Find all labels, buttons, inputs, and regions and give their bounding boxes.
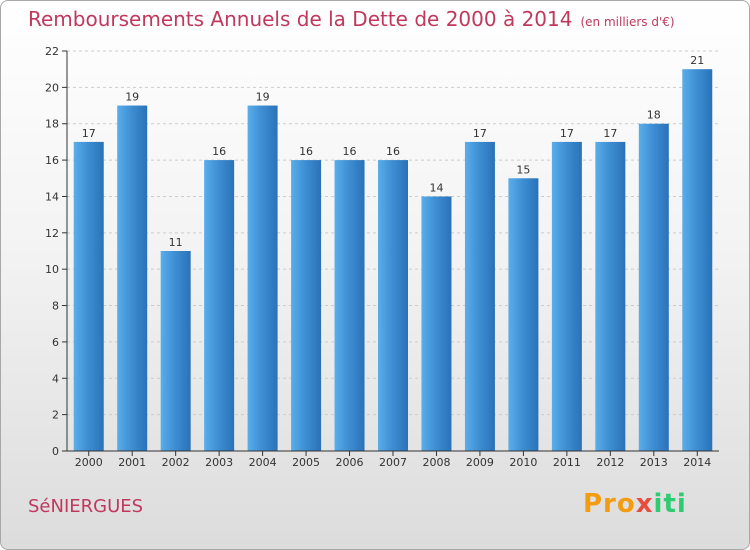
y-tick-label: 2: [52, 409, 59, 422]
bar: [204, 160, 235, 451]
bar-value-label: 17: [82, 127, 96, 140]
x-tick-label: 2000: [75, 456, 103, 469]
labels: 0 2 4 6 8 10 12 14 16 18 20 22 17 2000 19 2001 11 2002 16 2…: [45, 45, 711, 469]
bar-value-label: 17: [560, 127, 574, 140]
bar-value-label: 21: [690, 54, 704, 67]
x-tick-label: 2008: [422, 456, 450, 469]
bar-value-label: 16: [386, 145, 400, 158]
chart-title: Remboursements Annuels de la Dette de 20…: [28, 7, 675, 31]
bar: [464, 141, 495, 451]
bar-value-label: 16: [299, 145, 313, 158]
bar: [73, 141, 104, 451]
y-tick-label: 8: [52, 300, 59, 313]
x-tick-label: 2013: [640, 456, 668, 469]
y-tick-label: 4: [52, 372, 59, 385]
bars: [73, 69, 713, 452]
chart-unit-text: (en milliers d'€): [580, 15, 675, 29]
x-tick-label: 2009: [466, 456, 494, 469]
x-tick-label: 2012: [596, 456, 624, 469]
x-tick-label: 2005: [292, 456, 320, 469]
bar: [160, 251, 191, 451]
x-tick-label: 2006: [336, 456, 364, 469]
bar-value-label: 15: [516, 163, 530, 176]
y-tick-label: 18: [45, 118, 59, 131]
bar-value-label: 16: [343, 145, 357, 158]
x-tick-label: 2010: [509, 456, 537, 469]
y-tick-label: 14: [45, 190, 59, 203]
bar-value-label: 17: [473, 127, 487, 140]
bar-value-label: 17: [603, 127, 617, 140]
y-tick-label: 16: [45, 154, 59, 167]
y-tick-label: 22: [45, 45, 59, 58]
x-tick-label: 2003: [205, 456, 233, 469]
proxiti-logo[interactable]: Proxiti: [583, 489, 687, 519]
bar: [682, 69, 713, 451]
bar-value-label: 11: [169, 236, 183, 249]
bar-value-label: 19: [256, 91, 270, 104]
bar: [551, 141, 582, 451]
y-tick-label: 10: [45, 263, 59, 276]
bar: [508, 178, 539, 452]
bar: [638, 123, 669, 452]
bar-value-label: 19: [125, 91, 139, 104]
x-tick-label: 2007: [379, 456, 407, 469]
chart-title-text: Remboursements Annuels de la Dette de 20…: [28, 7, 573, 31]
x-tick-label: 2001: [118, 456, 146, 469]
bar: [291, 160, 322, 451]
bar: [247, 105, 278, 451]
bar: [595, 141, 626, 451]
y-tick-label: 0: [52, 445, 59, 458]
bar: [117, 105, 148, 451]
bar: [378, 160, 408, 451]
city-name: SéNIERGUES: [28, 496, 144, 517]
x-tick-label: 2002: [162, 456, 190, 469]
x-tick-label: 2014: [683, 456, 711, 469]
bar: [334, 160, 365, 451]
y-tick-label: 6: [52, 336, 59, 349]
logo-part-3: iti: [653, 489, 687, 519]
y-tick-label: 20: [45, 81, 59, 94]
x-tick-label: 2004: [249, 456, 277, 469]
bar-value-label: 16: [212, 145, 226, 158]
axes: [62, 50, 719, 456]
x-tick-label: 2011: [553, 456, 581, 469]
logo-part-1: Pro: [583, 489, 636, 519]
bar-value-label: 18: [647, 109, 661, 122]
bar: [421, 196, 452, 451]
bar-value-label: 14: [429, 181, 443, 194]
y-tick-label: 12: [45, 227, 59, 240]
logo-part-2: x: [635, 489, 654, 519]
